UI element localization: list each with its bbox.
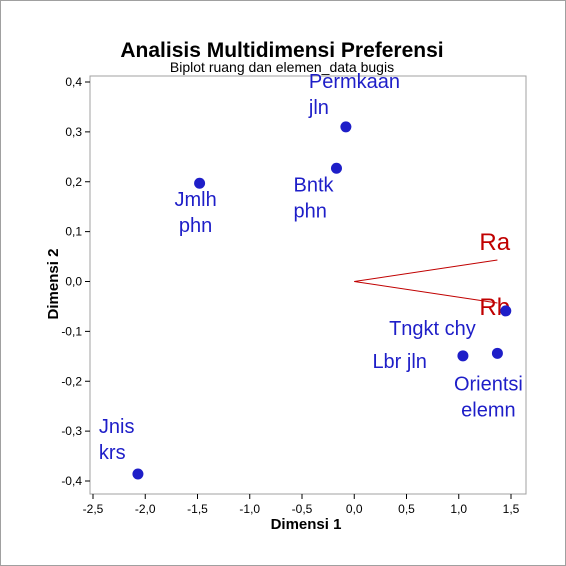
point-label: krs — [99, 442, 126, 464]
y-tick-label: 0,1 — [65, 225, 82, 239]
y-axis: -0,4 -0,3 -0,2 -0,1 0,0 0,1 0,2 0,3 0,4 — [61, 75, 90, 488]
x-axis: -2,5 -2,0 -1,5 -1,0 -0,5 0,0 0,5 1,0 1,5 — [83, 494, 520, 516]
point-marker — [491, 347, 503, 359]
point-group: Permkaan jln Bntk phn Jmlh phn Tngkt chy Lbr jl… — [99, 71, 523, 480]
x-tick-label: 0,5 — [398, 502, 415, 516]
vector-line-ra — [354, 259, 498, 282]
point-label: jln — [308, 97, 329, 119]
x-tick-label: 0,0 — [346, 502, 363, 516]
x-tick-label: -2,5 — [83, 502, 104, 516]
plot-area — [89, 75, 527, 495]
point-label: Permkaan — [309, 71, 400, 93]
point-marker — [500, 305, 512, 317]
y-tick-label: -0,3 — [61, 424, 82, 438]
x-tick-label: 1,0 — [450, 502, 467, 516]
point-marker — [132, 468, 144, 480]
y-tick-label: 0,0 — [65, 275, 82, 289]
point-label: Bntk — [293, 174, 334, 196]
chart-subtitle: Biplot ruang dan elemen_data bugis — [170, 59, 394, 75]
point-label: Tngkt chy — [389, 318, 476, 340]
x-tick-label: -0,5 — [292, 502, 313, 516]
point-marker — [457, 350, 469, 362]
point-label: Jnis — [99, 416, 135, 438]
chart-title: Analisis Multidimensi Preferensi — [120, 39, 443, 62]
x-tick-label: 1,5 — [503, 502, 520, 516]
point-label: Lbr jln — [372, 351, 426, 373]
y-tick-label: 0,3 — [65, 125, 82, 139]
vector-line-rb — [354, 281, 498, 304]
point-marker — [340, 121, 352, 133]
y-tick-label: 0,4 — [65, 75, 82, 89]
point-label: elemn — [461, 399, 515, 421]
vector-label-ra: Ra — [479, 229, 510, 256]
x-tick-label: -1,5 — [187, 502, 208, 516]
point-marker — [194, 177, 206, 189]
y-axis-title: Dimensi 2 — [45, 249, 62, 320]
y-tick-label: -0,1 — [61, 324, 82, 338]
point-label: Jmlh — [174, 189, 216, 211]
x-tick-label: -1,0 — [239, 502, 260, 516]
point-marker — [330, 162, 342, 174]
point-label: Orientsi — [454, 373, 523, 395]
y-tick-label: -0,2 — [61, 374, 82, 388]
y-tick-label: 0,2 — [65, 175, 82, 189]
point-label: phn — [293, 200, 326, 222]
y-tick-label: -0,4 — [61, 474, 82, 488]
x-tick-label: -2,0 — [135, 502, 156, 516]
point-label: phn — [179, 215, 212, 237]
x-axis-title: Dimensi 1 — [271, 516, 342, 533]
